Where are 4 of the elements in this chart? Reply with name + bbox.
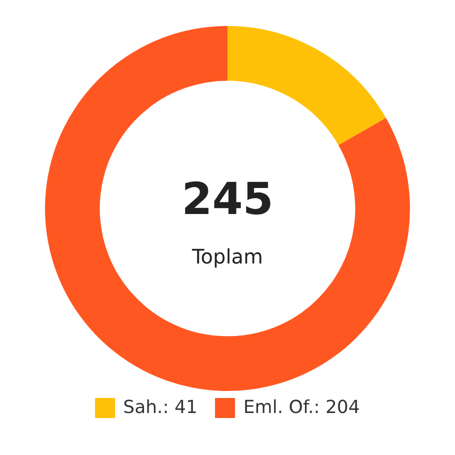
legend-label: Sah.: 41 <box>123 397 198 418</box>
text: 245 <box>182 174 274 225</box>
legend-label: Eml. Of.: 204 <box>243 397 360 418</box>
text: Toplam <box>190 244 264 269</box>
